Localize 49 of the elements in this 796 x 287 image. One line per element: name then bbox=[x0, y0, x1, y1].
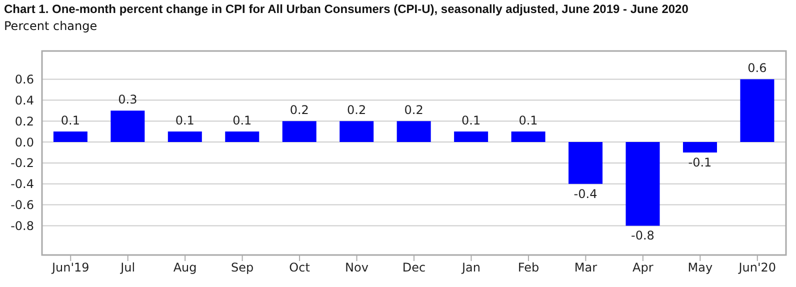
bar bbox=[225, 132, 260, 142]
bar bbox=[740, 79, 774, 142]
bar bbox=[340, 121, 374, 142]
x-tick-label: Jul bbox=[120, 260, 136, 275]
data-label: 0.6 bbox=[748, 61, 767, 76]
x-tick-label: Jun'20 bbox=[738, 260, 776, 275]
data-label: -0.8 bbox=[631, 228, 654, 243]
bar bbox=[282, 121, 316, 142]
x-tick-label: Jan bbox=[460, 260, 480, 275]
x-tick-label: Jun'19 bbox=[50, 260, 90, 275]
data-label: -0.4 bbox=[574, 186, 598, 201]
data-label: 0.1 bbox=[518, 114, 538, 128]
data-label: 0.3 bbox=[118, 92, 138, 107]
bar bbox=[682, 142, 717, 152]
data-label: 0.2 bbox=[404, 103, 424, 118]
x-tick-label: Mar bbox=[574, 260, 598, 275]
bar bbox=[168, 132, 202, 142]
y-tick-label: -0.2 bbox=[10, 156, 34, 170]
bar bbox=[568, 142, 603, 184]
bar bbox=[53, 132, 88, 142]
x-tick-label: Dec bbox=[402, 260, 426, 275]
bar bbox=[110, 110, 145, 142]
data-label: 0.1 bbox=[60, 114, 80, 128]
x-tick-label: Oct bbox=[289, 260, 310, 275]
y-tick-label: -0.6 bbox=[10, 198, 34, 212]
bar bbox=[626, 142, 660, 226]
bar bbox=[396, 121, 431, 142]
y-tick-label: 0.4 bbox=[14, 93, 34, 108]
x-tick-label: Feb bbox=[518, 260, 540, 275]
y-tick-label: 0.0 bbox=[14, 135, 34, 150]
data-label: 0.2 bbox=[347, 103, 366, 118]
x-tick-label: Aug bbox=[173, 260, 197, 275]
data-label: 0.1 bbox=[232, 114, 252, 128]
chart-title: Chart 1. One-month percent change in CPI for All Urban Consumers (CPI-U), seasonally adjusted, June 2019 - June 2020 bbox=[4, 2, 688, 16]
bar bbox=[511, 132, 546, 142]
data-label: -0.1 bbox=[688, 155, 712, 170]
y-tick-label: 0.6 bbox=[14, 72, 34, 87]
bar bbox=[454, 132, 488, 142]
y-tick-label: -0.8 bbox=[10, 218, 34, 233]
x-tick-label: May bbox=[688, 260, 713, 275]
x-tick-label: Apr bbox=[632, 260, 654, 275]
data-label: 0.2 bbox=[290, 103, 309, 118]
x-tick-label: Sep bbox=[230, 260, 254, 275]
y-axis-title: Percent change bbox=[4, 19, 98, 33]
y-tick-label: 0.2 bbox=[14, 114, 34, 128]
data-label: 0.1 bbox=[175, 114, 194, 128]
data-label: 0.1 bbox=[462, 114, 481, 128]
y-tick-label: -0.4 bbox=[10, 177, 34, 192]
x-tick-label: Nov bbox=[345, 260, 368, 275]
